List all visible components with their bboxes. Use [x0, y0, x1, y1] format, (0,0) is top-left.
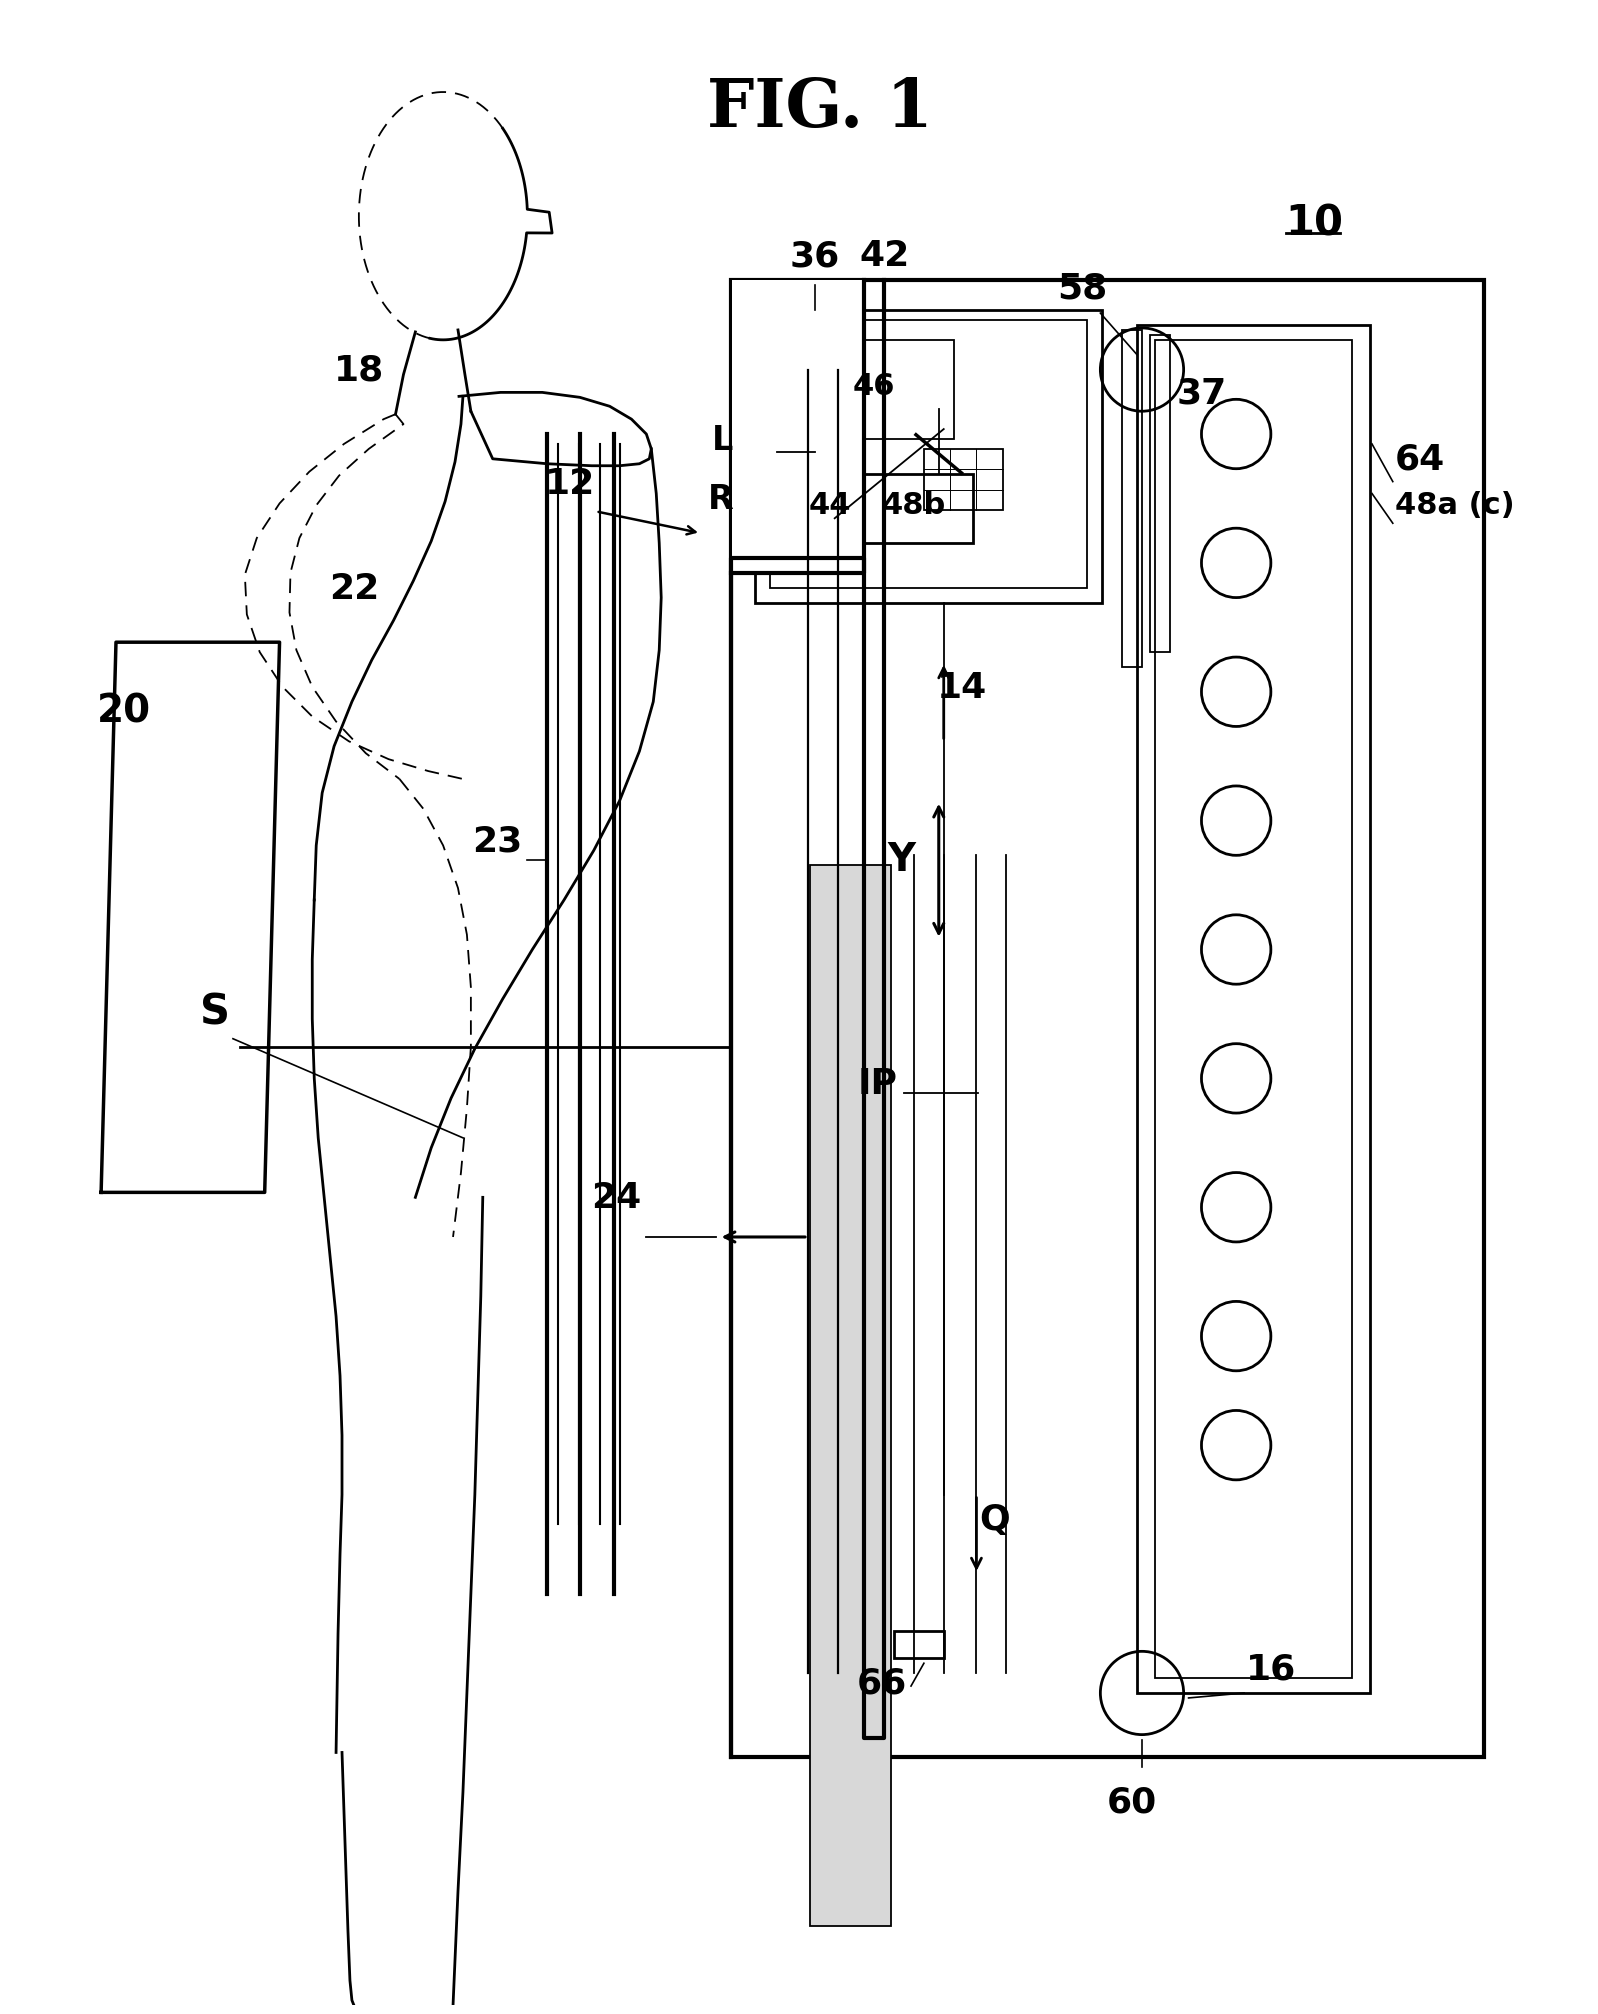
Text: L: L — [713, 423, 733, 457]
Text: 36: 36 — [789, 240, 841, 274]
Bar — [895, 1631, 944, 1658]
Text: 48b: 48b — [882, 491, 946, 520]
Bar — [815, 340, 954, 439]
Text: 66: 66 — [857, 1666, 908, 1700]
Bar — [730, 282, 1485, 1758]
Bar — [1155, 340, 1352, 1678]
Bar — [810, 866, 892, 1925]
Text: 18: 18 — [334, 352, 384, 387]
Text: 58: 58 — [1058, 272, 1107, 304]
Text: S: S — [200, 991, 230, 1033]
Text: FIG. 1: FIG. 1 — [706, 77, 933, 141]
Text: R: R — [708, 483, 733, 516]
Bar — [770, 320, 1088, 588]
Text: 64: 64 — [1395, 443, 1445, 477]
Text: 23: 23 — [471, 824, 523, 858]
Text: 20: 20 — [97, 693, 150, 731]
Text: 12: 12 — [545, 467, 594, 501]
Bar — [1138, 326, 1369, 1694]
Text: 60: 60 — [1107, 1784, 1157, 1819]
Text: 42: 42 — [860, 240, 909, 274]
Bar — [756, 310, 1103, 604]
Bar — [732, 282, 865, 574]
Text: 48a (c): 48a (c) — [1395, 491, 1515, 520]
Text: 16: 16 — [1246, 1651, 1296, 1686]
Text: 22: 22 — [329, 572, 379, 606]
Text: 14: 14 — [936, 671, 986, 705]
Text: 24: 24 — [591, 1180, 641, 1214]
Text: Q: Q — [980, 1502, 1010, 1537]
Text: IP: IP — [857, 1067, 896, 1102]
Bar — [1151, 336, 1170, 653]
Bar — [1122, 330, 1143, 669]
Text: 44: 44 — [809, 491, 852, 520]
Text: 37: 37 — [1176, 377, 1227, 411]
Bar — [757, 437, 777, 467]
Text: Y: Y — [887, 840, 916, 878]
Text: 46: 46 — [853, 373, 895, 401]
Bar — [924, 449, 1004, 512]
Text: 10: 10 — [1286, 201, 1344, 244]
Bar — [801, 475, 973, 544]
